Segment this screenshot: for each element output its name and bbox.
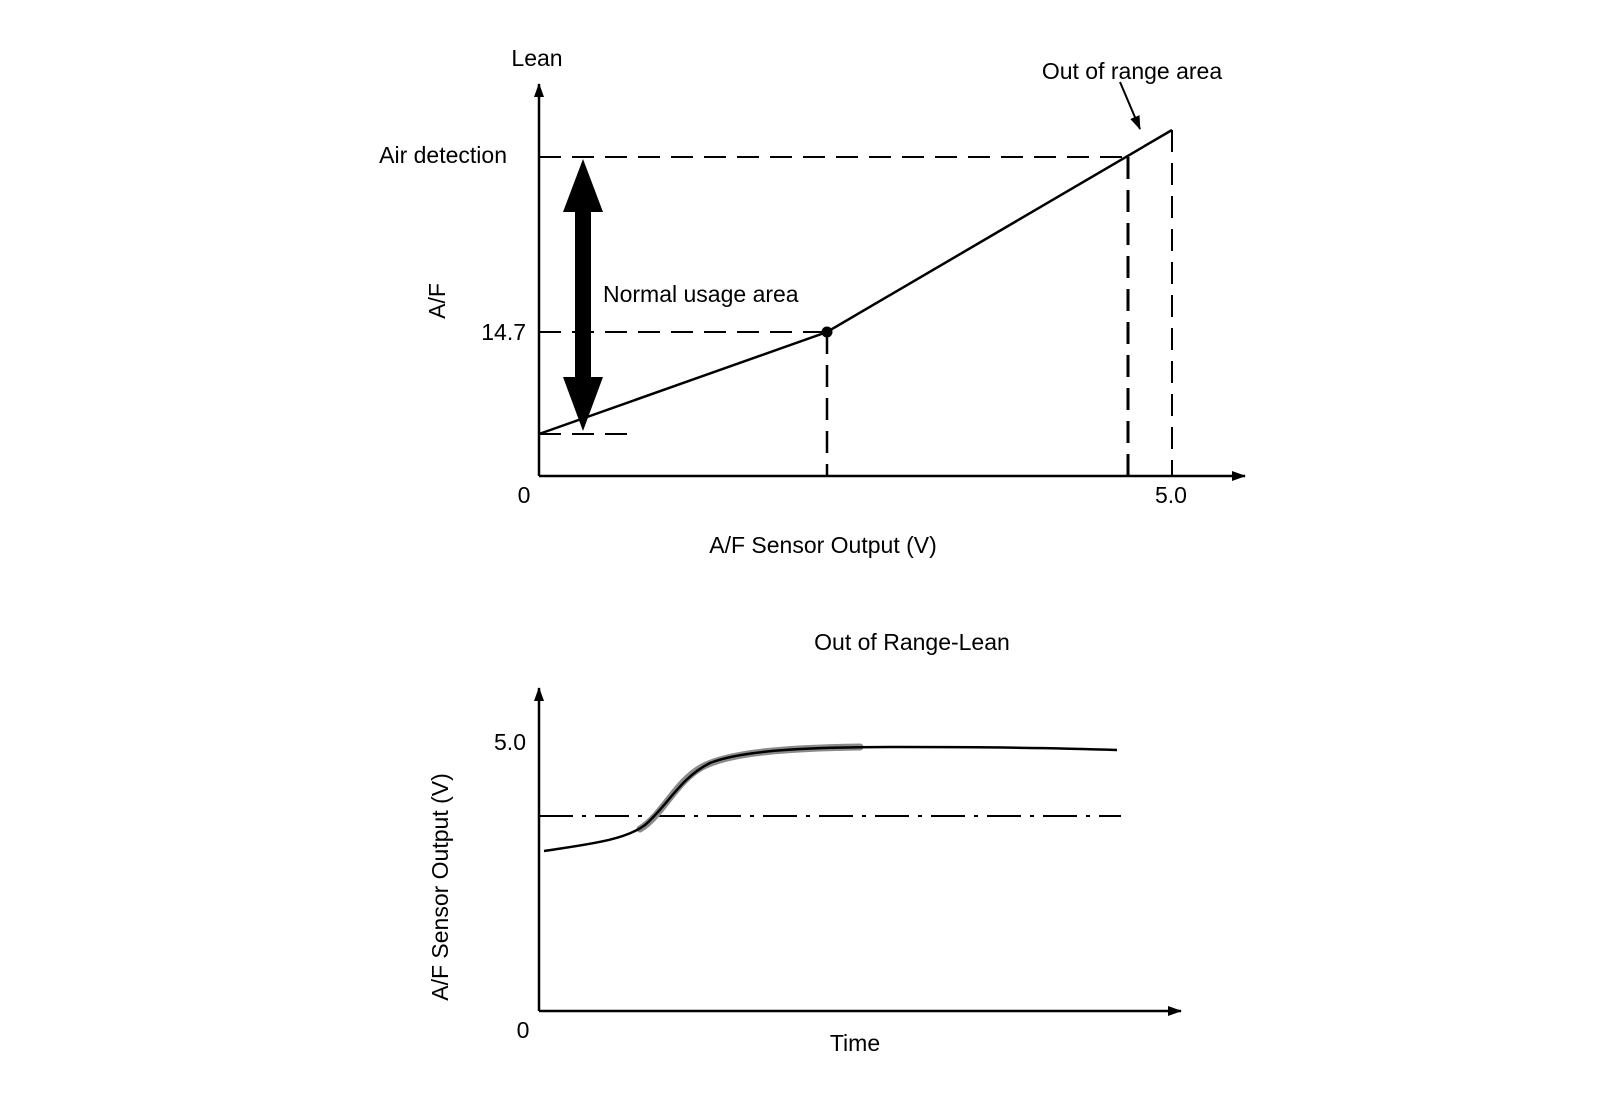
stoich-point [821, 326, 833, 338]
top-x-axis-title: A/F Sensor Output (V) [709, 532, 937, 558]
top-x-tick-label: 5.0 [1155, 482, 1187, 508]
time-axis-title: Time [830, 1030, 880, 1056]
bottom-origin-label: 0 [517, 1017, 530, 1043]
bottom-chart-title: Out of Range-Lean [814, 629, 1010, 655]
out-of-range-pointer [1119, 81, 1141, 130]
bottom-chart: Out of Range-Lean 5.0 A/F Sensor Output … [427, 629, 1182, 1056]
stoich-tick-label: 14.7 [481, 319, 526, 345]
lean-label: Lean [511, 45, 562, 71]
out-of-range-label: Out of range area [1042, 58, 1222, 84]
sensor-output-curve [543, 745, 1118, 853]
normal-usage-arrow [563, 159, 603, 431]
af-axis-title: A/F [424, 283, 450, 319]
bottom-y-tick-label: 5.0 [494, 729, 526, 755]
normal-usage-label: Normal usage area [603, 281, 799, 307]
top-chart: Lean Out of range area Air detection Nor… [379, 45, 1246, 558]
bottom-y-axis-title: A/F Sensor Output (V) [427, 773, 453, 1001]
air-detection-label: Air detection [379, 142, 507, 168]
top-origin-label: 0 [518, 482, 531, 508]
